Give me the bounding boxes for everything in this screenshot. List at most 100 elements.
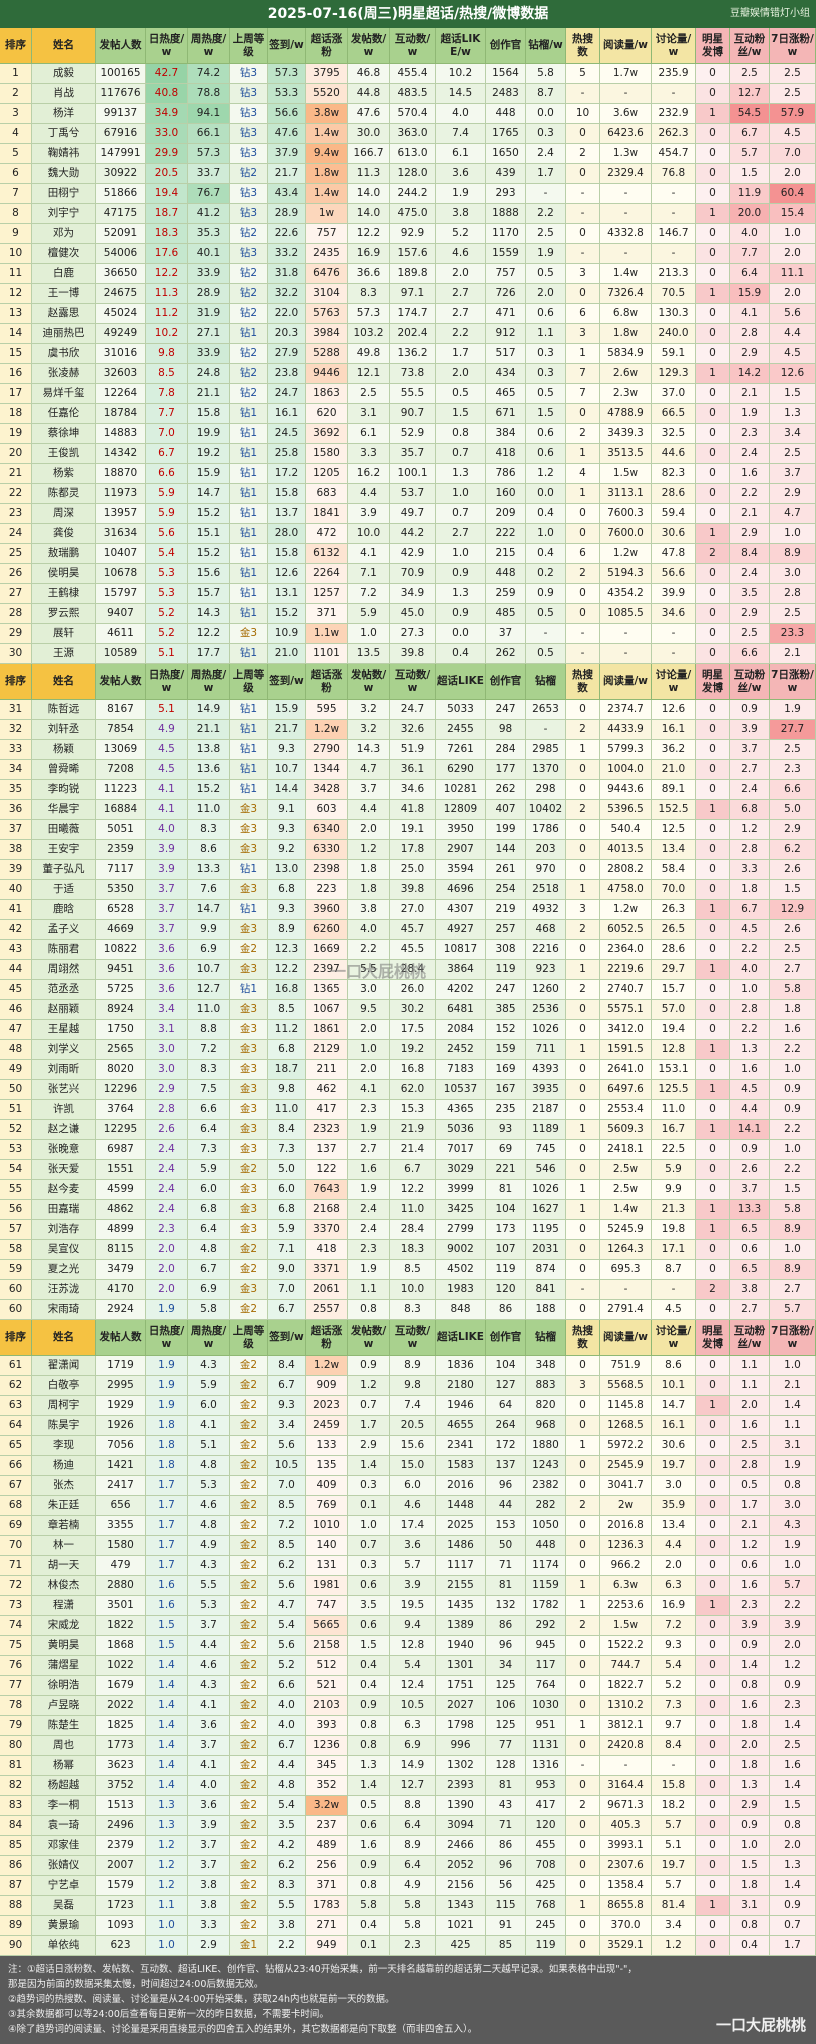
table-cell: 陈都灵 <box>32 484 96 504</box>
table-cell: 951 <box>526 1716 566 1736</box>
table-cell: 12.8 <box>652 1040 696 1060</box>
table-cell: 10822 <box>96 940 146 960</box>
table-cell: 钻1 <box>230 564 268 584</box>
table-cell: 136.2 <box>390 344 436 364</box>
table-cell: 5763 <box>306 304 348 324</box>
table-cell: 4.0 <box>348 920 390 940</box>
table-cell: 肖战 <box>32 84 96 104</box>
table-cell: 1.9 <box>770 1536 816 1556</box>
table-cell: 174.7 <box>390 304 436 324</box>
table-cell: 1.2 <box>730 1536 770 1556</box>
table-cell: 6423.6 <box>600 124 652 144</box>
table-cell: 34.6 <box>390 780 436 800</box>
table-cell: 杨紫 <box>32 464 96 484</box>
table-cell: 2.4 <box>146 1180 188 1200</box>
table-cell: 1.0 <box>770 1140 816 1160</box>
table-cell: 刘轩丞 <box>32 720 96 740</box>
table-cell: 3935 <box>526 1080 566 1100</box>
table-cell: 3.5 <box>268 1816 306 1836</box>
table-cell: 46.8 <box>348 64 390 84</box>
table-cell: 2156 <box>436 1876 486 1896</box>
table-cell: 10.9 <box>268 624 306 644</box>
table-cell: 1.3 <box>730 1776 770 1796</box>
table-cell: 1.8 <box>770 1000 816 1020</box>
table-cell: 0 <box>696 840 730 860</box>
table-cell: 12.6 <box>770 364 816 384</box>
table-cell: 0.4 <box>526 544 566 564</box>
table-cell: 60.4 <box>770 184 816 204</box>
table-cell: 0.3 <box>526 124 566 144</box>
table-cell: 1.5w <box>600 1616 652 1636</box>
table-cell: 0 <box>566 820 600 840</box>
table-cell: 5.6 <box>146 524 188 544</box>
table-cell: 4.0 <box>730 960 770 980</box>
table-cell: 3.6 <box>188 1716 230 1736</box>
table-cell: 66.1 <box>188 124 230 144</box>
table-cell: 848 <box>436 1300 486 1320</box>
table-cell: 9.8 <box>268 1080 306 1100</box>
table-cell: 0 <box>566 1816 600 1836</box>
table-cell: 1650 <box>486 144 526 164</box>
table-cell: 杨幂 <box>32 1756 96 1776</box>
table-cell: 9.8 <box>390 1376 436 1396</box>
table-cell: 10.2 <box>146 324 188 344</box>
table-cell: 2.8 <box>730 324 770 344</box>
table-cell: 3.9 <box>730 1616 770 1636</box>
table-cell: 1 <box>566 1180 600 1200</box>
table-cell: 0.6 <box>348 1576 390 1596</box>
table-cell: 15.2 <box>188 504 230 524</box>
table-cell: 15.4 <box>770 204 816 224</box>
table-cell: 2.6 <box>770 860 816 880</box>
table-cell: 31.9 <box>188 304 230 324</box>
column-header: 超话LIKE <box>436 664 486 700</box>
table-cell: 517 <box>486 344 526 364</box>
table-cell: 35.9 <box>652 1496 696 1516</box>
table-row: 84 袁一琦 2496 1.3 3.9 金2 3.5 237 0.6 6.4 3094 71 120 0 4… <box>0 1816 816 1836</box>
table-cell: 田曦薇 <box>32 820 96 840</box>
table-cell: 范丞丞 <box>32 980 96 1000</box>
table-cell: 6.3w <box>600 1576 652 1596</box>
table-cell: 0 <box>566 1476 600 1496</box>
table-cell: 3513.5 <box>600 444 652 464</box>
table-cell: 金2 <box>230 1160 268 1180</box>
table-cell: - <box>600 184 652 204</box>
table-cell: 77 <box>0 1676 32 1696</box>
table-cell: 28.0 <box>268 524 306 544</box>
table-cell: 龚俊 <box>32 524 96 544</box>
table-cell: 金2 <box>230 1240 268 1260</box>
table-cell: 1580 <box>96 1536 146 1556</box>
table-cell: 0 <box>696 1260 730 1280</box>
table-cell: 展轩 <box>32 624 96 644</box>
table-row: 26 侯明昊 10678 5.3 15.6 钻1 12.6 2264 7.1 70.9 0.9 448… <box>0 564 816 584</box>
table-cell: 金3 <box>230 1280 268 1300</box>
table-cell: 2 <box>566 1796 600 1816</box>
table-cell: 1421 <box>96 1456 146 1476</box>
table-cell: 28.6 <box>652 484 696 504</box>
column-header: 周热度/w <box>188 28 230 64</box>
table-cell: 钻1 <box>230 604 268 624</box>
table-cell: 93 <box>486 1120 526 1140</box>
table-cell: 1010 <box>306 1516 348 1536</box>
table-cell: 57.3 <box>188 144 230 164</box>
table-row: 14 迪丽热巴 49249 10.2 27.1 钻1 20.3 3984 103.2 202.4 2… <box>0 324 816 344</box>
table-cell: 1 <box>696 204 730 224</box>
table-cell: 1.5 <box>730 164 770 184</box>
table-cell: 39.8 <box>390 644 436 664</box>
table-cell: 27.0 <box>390 900 436 920</box>
table-cell: 2791.4 <box>600 1300 652 1320</box>
table-cell: 2496 <box>96 1816 146 1836</box>
table-cell: 3370 <box>306 1220 348 1240</box>
table-cell: 257 <box>486 920 526 940</box>
table-cell: 钻1 <box>230 504 268 524</box>
table-cell: 5568.5 <box>600 1376 652 1396</box>
table-cell: 金3 <box>230 920 268 940</box>
table-cell: 李一桐 <box>32 1796 96 1816</box>
table-cell: 钻1 <box>230 524 268 544</box>
table-cell: 5799.3 <box>600 740 652 760</box>
table-cell: 5.2 <box>146 604 188 624</box>
table-cell: 10.0 <box>390 1280 436 1300</box>
table-cell: 157.6 <box>390 244 436 264</box>
table-cell: 2.0 <box>770 1636 816 1656</box>
table-cell: 23 <box>0 504 32 524</box>
table-cell: 44.8 <box>348 84 390 104</box>
